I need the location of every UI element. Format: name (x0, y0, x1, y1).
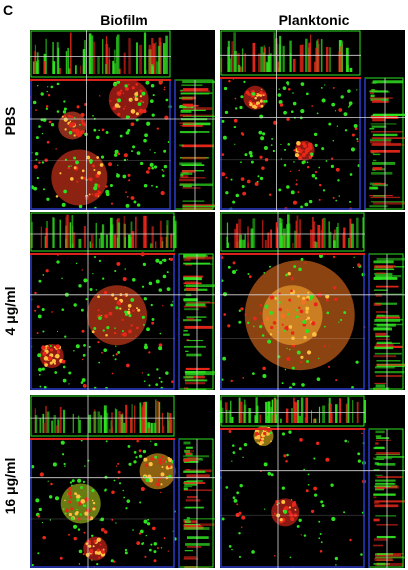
image-pbs-biofilm (30, 30, 215, 210)
image-4ugml-biofilm (30, 212, 215, 390)
row-label-16ugml: 16 μg/ml (2, 457, 18, 515)
image-16ugml-planktonic (220, 395, 405, 568)
image-16ugml-biofilm (30, 395, 215, 568)
panel-letter: C (3, 2, 14, 18)
column-header-biofilm: Biofilm (100, 12, 148, 28)
row-label-4ugml: 4 μg/ml (2, 286, 18, 336)
image-pbs-planktonic (220, 30, 405, 210)
image-4ugml-planktonic (220, 212, 405, 390)
row-label-pbs: PBS (2, 106, 18, 136)
column-header-planktonic: Planktonic (278, 12, 350, 28)
